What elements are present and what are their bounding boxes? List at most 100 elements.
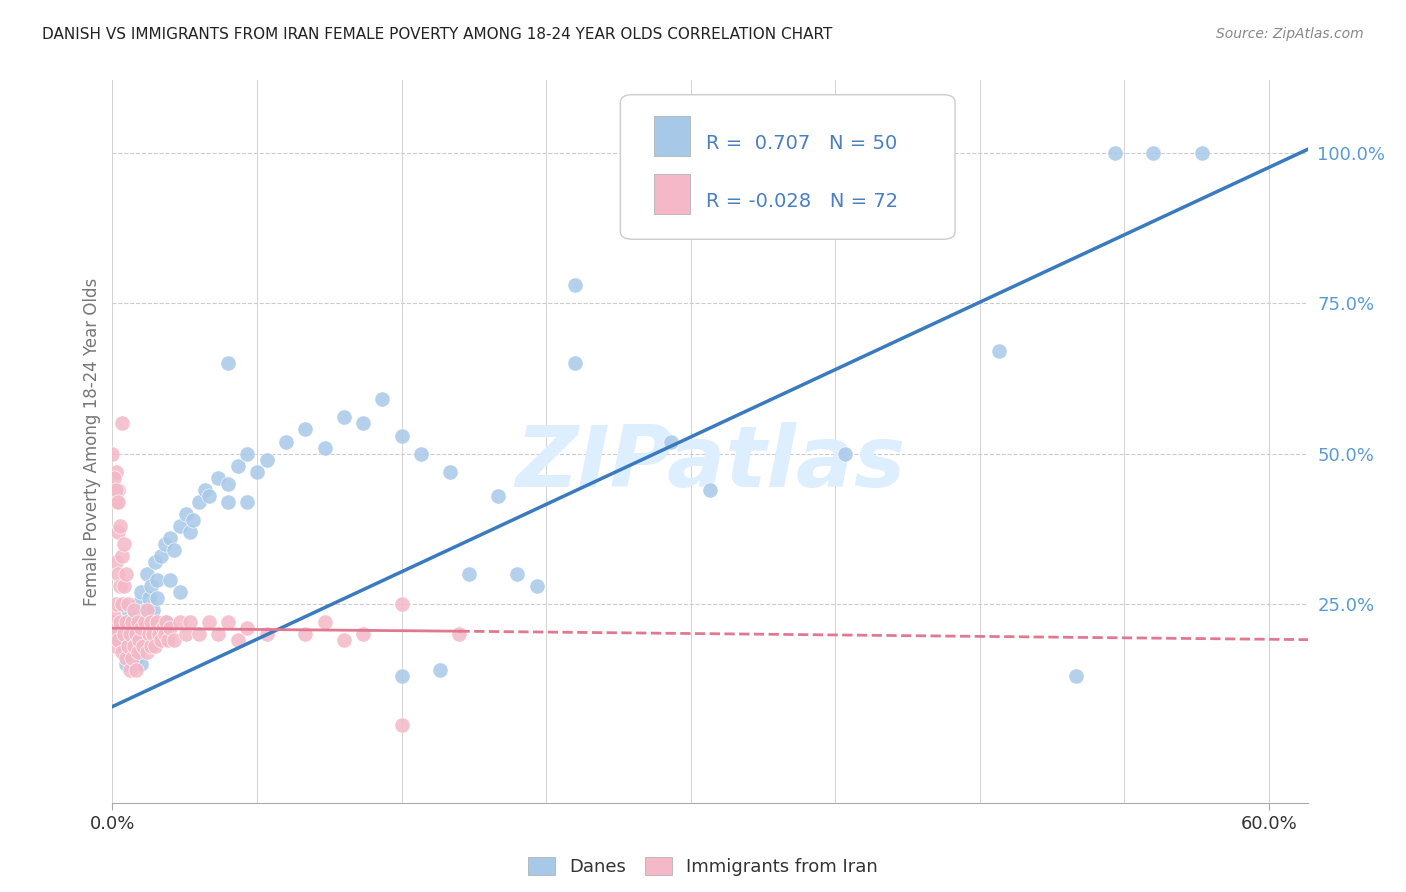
Point (391, 597, 413, 611)
Point (294, 423, 316, 437)
Point (107, 524, 129, 539)
Point (124, 645, 146, 659)
Point (101, 446, 124, 460)
Point (458, 567, 481, 582)
Point (174, 627, 197, 641)
Point (132, 627, 155, 641)
Point (146, 573, 169, 587)
Point (128, 615, 150, 630)
Point (127, 615, 149, 630)
Bar (654, 116, 690, 156)
Point (108, 519, 131, 533)
Point (152, 621, 174, 635)
Point (134, 603, 156, 617)
Point (143, 555, 166, 569)
Text: Source: ZipAtlas.com: Source: ZipAtlas.com (1216, 27, 1364, 41)
Point (103, 471, 125, 485)
Point (256, 452, 278, 467)
Text: R =  0.707   N = 50: R = 0.707 N = 50 (706, 135, 897, 153)
Point (207, 471, 229, 485)
Point (121, 651, 143, 665)
Text: ZIPatlas: ZIPatlas (515, 422, 905, 505)
Point (121, 615, 143, 630)
Point (236, 494, 259, 508)
Point (163, 542, 186, 557)
Point (155, 615, 177, 630)
Point (112, 615, 135, 630)
Point (163, 633, 186, 648)
Point (105, 494, 128, 508)
Point (111, 549, 134, 563)
Point (449, 627, 471, 641)
Point (188, 494, 211, 508)
Point (112, 627, 135, 641)
Text: R = -0.028   N = 72: R = -0.028 N = 72 (706, 193, 898, 211)
Point (111, 597, 134, 611)
Point (122, 603, 145, 617)
Point (101, 615, 124, 630)
Point (149, 633, 172, 648)
Point (138, 627, 160, 641)
Point (136, 603, 159, 617)
Point (155, 615, 177, 630)
Point (124, 627, 146, 641)
Point (153, 537, 176, 551)
Point (294, 627, 316, 641)
Point (314, 441, 336, 455)
FancyBboxPatch shape (620, 95, 955, 239)
Point (131, 657, 153, 672)
Point (217, 356, 239, 370)
Point (391, 669, 413, 683)
Point (115, 651, 138, 665)
Point (486, 489, 509, 503)
Point (146, 615, 169, 630)
Legend: Danes, Immigrants from Iran: Danes, Immigrants from Iran (520, 849, 886, 883)
Point (122, 609, 145, 624)
Point (107, 627, 129, 641)
Point (333, 633, 356, 648)
Point (139, 615, 162, 630)
Point (107, 483, 129, 497)
Point (217, 494, 239, 508)
Point (103, 609, 125, 624)
Point (127, 645, 149, 659)
Bar (654, 174, 690, 214)
Point (112, 579, 135, 593)
Point (105, 597, 128, 611)
Point (188, 627, 211, 641)
Point (142, 627, 165, 641)
Point (159, 573, 181, 587)
Point (142, 603, 165, 617)
Point (107, 633, 129, 648)
Point (146, 591, 169, 606)
Point (117, 597, 139, 611)
Point (834, 145, 856, 160)
Y-axis label: Female Poverty Among 18-24 Year Olds: Female Poverty Among 18-24 Year Olds (83, 277, 101, 606)
Point (314, 615, 336, 630)
Point (105, 465, 128, 479)
Point (121, 621, 143, 635)
Point (1064, 669, 1087, 683)
Point (157, 633, 180, 648)
Point (409, 446, 432, 460)
Point (1104, 145, 1126, 160)
Point (217, 615, 239, 630)
Point (143, 639, 166, 653)
Point (169, 585, 191, 599)
Point (103, 639, 125, 653)
Point (111, 645, 134, 659)
Point (103, 627, 125, 641)
Point (179, 615, 201, 630)
Point (1191, 145, 1213, 160)
Point (139, 639, 162, 653)
Point (108, 579, 131, 593)
Point (159, 621, 181, 635)
Point (117, 639, 139, 653)
Point (118, 633, 141, 648)
Point (226, 458, 249, 473)
Point (526, 579, 548, 593)
Point (217, 476, 239, 491)
Point (117, 603, 139, 617)
Point (226, 633, 249, 648)
Point (132, 639, 155, 653)
